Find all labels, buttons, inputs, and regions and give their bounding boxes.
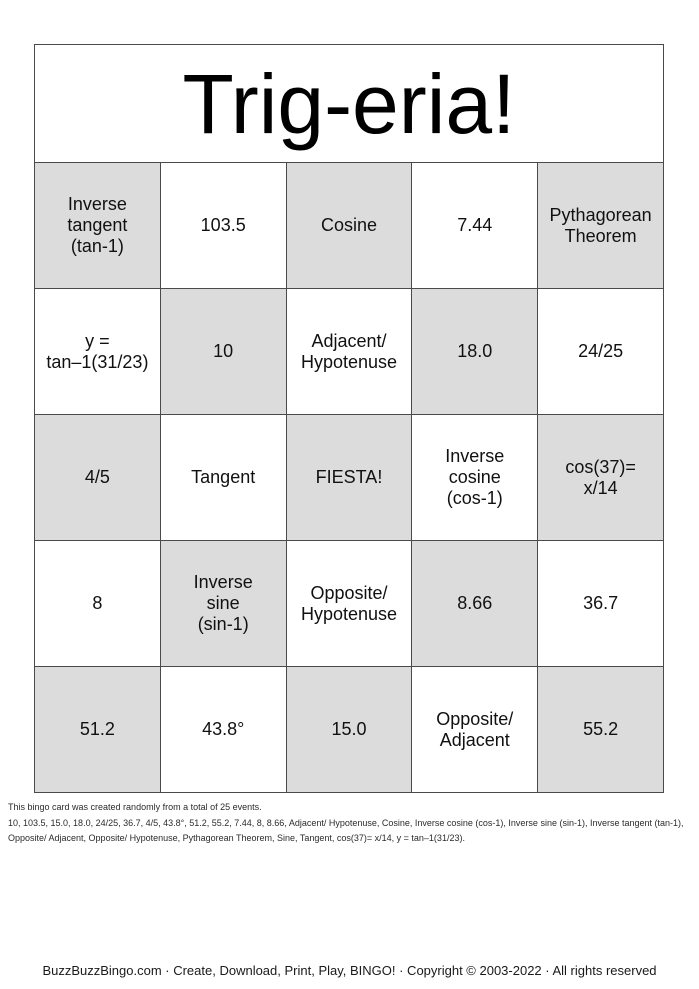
- bingo-cell: Inverse cosine (cos-1): [411, 414, 539, 541]
- bingo-cell: 18.0: [411, 288, 539, 415]
- bingo-cell: 4/5: [34, 414, 161, 541]
- bingo-cell: Tangent: [159, 414, 287, 541]
- bingo-card: Trig-eria! Inverse tangent (tan-1) 103.5 C…: [34, 44, 664, 793]
- bingo-cell: Cosine: [285, 162, 413, 289]
- page-title: Trig-eria!: [182, 56, 516, 151]
- bingo-cell: y = tan–1(31/23): [34, 288, 161, 415]
- bingo-cell: 55.2: [537, 666, 664, 793]
- bingo-cell: Opposite/ Adjacent: [411, 666, 539, 793]
- bingo-cell: 103.5: [159, 162, 287, 289]
- bingo-row: 8 Inverse sine (sin-1) Opposite/ Hypotenus…: [34, 540, 664, 667]
- bingo-cell: FIESTA!: [285, 414, 413, 541]
- bingo-cell: Inverse sine (sin-1): [159, 540, 287, 667]
- bingo-row: 51.2 43.8° 15.0 Opposite/ Adjacent 55.2: [34, 666, 664, 793]
- bingo-row: 4/5 Tangent FIESTA! Inverse cosine (cos-1) c…: [34, 414, 664, 541]
- bingo-cell: 7.44: [411, 162, 539, 289]
- bingo-cell: 43.8°: [159, 666, 287, 793]
- copyright-line: BuzzBuzzBingo.com · Create, Download, Pr…: [42, 963, 657, 978]
- bingo-cell: 36.7: [537, 540, 664, 667]
- bingo-cell: Inverse tangent (tan-1): [34, 162, 161, 289]
- bingo-cell: cos(37)= x/14: [537, 414, 664, 541]
- footer-note-summary: This bingo card was created randomly fro…: [8, 802, 262, 812]
- bingo-grid: Inverse tangent (tan-1) 103.5 Cosine 7.44 Py…: [34, 162, 664, 793]
- bingo-cell: 8.66: [411, 540, 539, 667]
- footer-note: This bingo card was created randomly fro…: [8, 800, 691, 847]
- footer-events-list: 10, 103.5, 15.0, 18.0, 24/25, 36.7, 4/5,…: [8, 817, 684, 844]
- bingo-cell: Adjacent/ Hypotenuse: [285, 288, 413, 415]
- bingo-cell: Pythagorean Theorem: [537, 162, 664, 289]
- bingo-cell: 24/25: [537, 288, 664, 415]
- bingo-row: Inverse tangent (tan-1) 103.5 Cosine 7.44 Py…: [34, 162, 664, 289]
- bingo-cell: 15.0: [285, 666, 413, 793]
- bingo-cell: 10: [159, 288, 287, 415]
- card-title-box: Trig-eria!: [34, 44, 664, 163]
- bingo-cell: Opposite/ Hypotenuse: [285, 540, 413, 667]
- bingo-cell: 51.2: [34, 666, 161, 793]
- bingo-cell: 8: [34, 540, 161, 667]
- bingo-row: y = tan–1(31/23) 10 Adjacent/ Hypotenuse 18…: [34, 288, 664, 415]
